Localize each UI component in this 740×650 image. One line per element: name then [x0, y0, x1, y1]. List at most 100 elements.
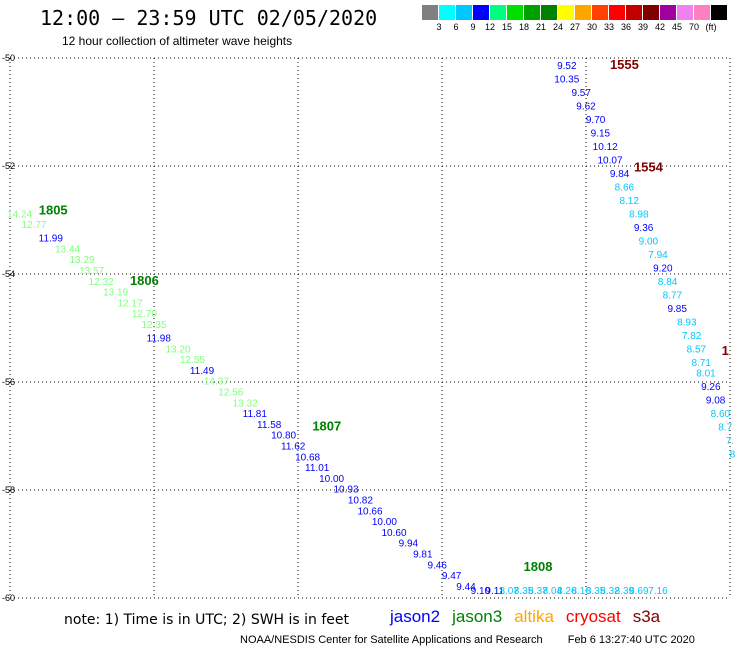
wave-height-point: 10.12: [593, 142, 618, 153]
legend-swatch: [711, 5, 727, 20]
y-tick-label: -56: [2, 377, 15, 387]
wave-height-point: 8.7: [718, 423, 732, 434]
wave-height-point: 12.55: [180, 355, 205, 366]
legend-swatch: [575, 5, 591, 20]
wave-height-point: 9.44: [456, 582, 476, 593]
wave-height-point: 11.99: [39, 234, 64, 245]
wave-height-point: 10.68: [295, 452, 320, 463]
x-tick-label: 102: [578, 604, 593, 605]
wave-height-point: 8.07: [499, 586, 519, 597]
legend-label: 6: [453, 22, 459, 32]
legend-label: 36: [620, 22, 631, 32]
wave-height-point: 8.77: [663, 290, 683, 301]
wave-height-point: 9.94: [399, 539, 419, 550]
wave-height-point: 8.57: [687, 344, 707, 355]
legend-swatch: [473, 5, 489, 20]
y-tick-label: -60: [2, 593, 15, 603]
y-tick-label: -54: [2, 269, 15, 279]
pass-number-label: 1: [722, 343, 729, 358]
wave-height-point: 13.57: [79, 266, 104, 277]
wave-height-point: 11.01: [305, 463, 330, 474]
footer-credit: NOAA/NESDIS Center for Satellite Applica…: [240, 634, 543, 646]
wave-height-point: 11.58: [257, 420, 282, 431]
wave-height-point: 9.08: [706, 396, 726, 407]
legend-label: 24: [552, 22, 563, 32]
wave-height-point: 9.47: [442, 571, 462, 582]
legend-swatch: [694, 5, 710, 20]
wave-height-point: 10.80: [271, 431, 296, 442]
wave-height-point: 9.57: [571, 88, 591, 99]
pass-number-label: 1555: [610, 57, 639, 72]
legend-swatch: [677, 5, 693, 20]
legend-label: 30: [586, 22, 597, 32]
legend-swatch: [456, 5, 472, 20]
note-text: note: 1) Time is in UTC; 2) SWH is in fe…: [64, 612, 350, 628]
legend-swatch: [643, 5, 659, 20]
wave-height-point: 7.: [726, 436, 734, 447]
wave-height-point: 12.32: [89, 277, 114, 288]
mission-legend: jason2 jason3 altika cryosat s3a: [390, 607, 672, 627]
legend-label: 39: [637, 22, 648, 32]
y-tick-label: -58: [2, 485, 15, 495]
wave-height-point: 8.26: [557, 586, 577, 597]
legend-label: 33: [603, 22, 614, 32]
wave-height-point: 9.70: [586, 115, 606, 126]
wave-height-point: 7.82: [682, 331, 702, 342]
legend-swatch: [507, 5, 523, 20]
wave-height-point: 12.17: [117, 298, 142, 309]
wave-height-point: 10.35: [554, 74, 579, 85]
wave-height-point: 8: [730, 450, 736, 461]
legend-label: 27: [569, 22, 580, 32]
y-tick-label: -52: [2, 161, 15, 171]
y-tick-label: -50: [2, 53, 15, 63]
wave-height-point: 11.98: [147, 334, 172, 345]
wave-height-point: 9.36: [634, 223, 654, 234]
wave-height-point: 8.12: [619, 196, 639, 207]
wave-height-point: 14.24: [7, 209, 32, 220]
wave-height-point: 7.16: [648, 586, 668, 597]
mission-label: cryosat: [565, 607, 621, 626]
legend-label: 45: [671, 22, 682, 32]
pass-number-label: 1554: [634, 159, 664, 174]
pass-number-label: 1808: [524, 559, 553, 574]
x-tick-label: 96: [293, 604, 303, 605]
mission-label: altika: [514, 607, 554, 626]
pass-number-label: 1807: [312, 419, 341, 434]
wave-height-point: 13.29: [69, 255, 94, 266]
wave-height-point: 9.20: [653, 263, 673, 274]
wave-height-point: 7.94: [648, 250, 668, 261]
wave-height-point: 9.26: [701, 382, 721, 393]
wave-height-point: 8.60: [711, 409, 731, 420]
wave-height-point: 10.60: [381, 528, 406, 539]
legend-swatch: [558, 5, 574, 20]
legend-label: 21: [535, 22, 546, 32]
legend-label: 9: [470, 22, 476, 32]
legend-swatch: [660, 5, 676, 20]
wave-height-plot: 90 93 96 99 102 105 -50 -52 -54 -56 -58 -60 9.52 10.3…: [2, 53, 738, 605]
wave-height-point: 8.04: [543, 586, 563, 597]
wave-height-point: 8.93: [677, 317, 697, 328]
wave-height-point: 13.19: [103, 288, 128, 299]
legend-label: (ft): [705, 22, 717, 32]
pass-number-label: 1806: [130, 273, 159, 288]
x-tick-label: 105: [722, 604, 737, 605]
wave-height-point: 11.62: [281, 442, 306, 453]
wave-height-point: 12.77: [21, 220, 46, 231]
chart-title: 12:00 – 23:59 UTC 02/05/2020: [40, 6, 378, 30]
wave-height-point: 11.81: [243, 409, 268, 420]
legend-swatch: [592, 5, 608, 20]
mission-label: s3a: [632, 607, 661, 626]
wave-height-point: 9.62: [576, 101, 596, 112]
wave-height-point: 9.15: [591, 128, 611, 139]
wave-height-point: 8.71: [691, 358, 711, 369]
chart-subtitle: 12 hour collection of altimeter wave hei…: [62, 34, 293, 48]
wave-height-point: 8.35: [586, 586, 606, 597]
wave-height-point: 13.20: [165, 344, 190, 355]
wave-height-point: 9.81: [413, 550, 433, 561]
wave-height-point: 8.98: [629, 209, 649, 220]
wave-height-point: 8.35: [514, 586, 534, 597]
footer-timestamp: Feb 6 13:27:40 UTC 2020: [567, 634, 695, 646]
legend-swatch: [609, 5, 625, 20]
wave-height-point: 9.84: [610, 169, 630, 180]
wave-height-point: 9.52: [557, 61, 577, 72]
